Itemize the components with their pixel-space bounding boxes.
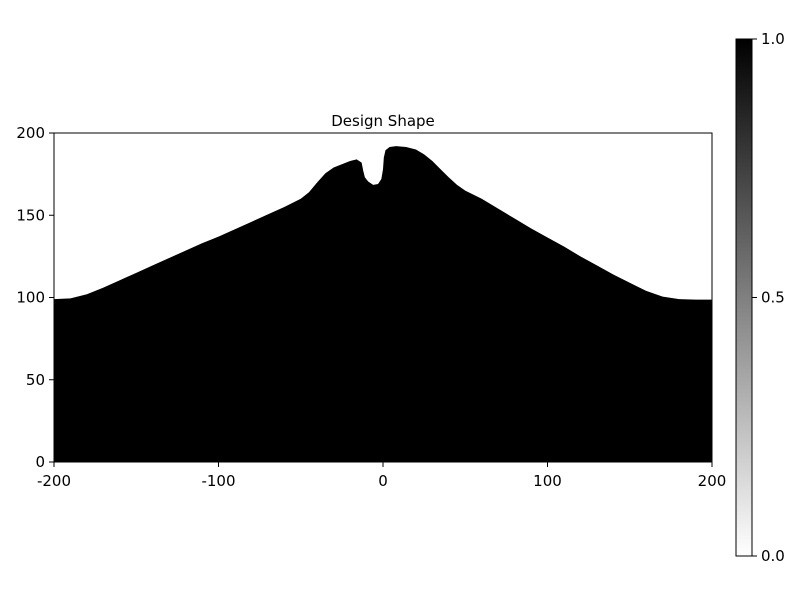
y-axis: 0 50 100 150 200	[16, 124, 54, 471]
x-tick-label: 100	[533, 472, 562, 490]
design-shape-area	[54, 146, 712, 462]
x-tick-label: 200	[698, 472, 727, 490]
y-tick-label: 200	[16, 124, 45, 142]
x-tick-label: -100	[201, 472, 235, 490]
y-tick-label: 0	[35, 453, 45, 471]
y-tick-label: 150	[16, 206, 45, 224]
colorbar	[735, 38, 753, 557]
colorbar-axis: 0.0 0.5 1.0	[752, 30, 785, 565]
x-tick-label: 0	[378, 472, 388, 490]
colorbar-tick-label: 0.5	[761, 289, 785, 307]
x-tick-label: -200	[37, 472, 71, 490]
colorbar-tick-label: 0.0	[761, 547, 785, 565]
chart-title: Design Shape	[331, 112, 435, 130]
y-tick-label: 100	[16, 289, 45, 307]
y-tick-label: 50	[26, 371, 45, 389]
colorbar-tick-label: 1.0	[761, 30, 785, 48]
x-axis: -200 -100 0 100 200	[37, 462, 726, 490]
